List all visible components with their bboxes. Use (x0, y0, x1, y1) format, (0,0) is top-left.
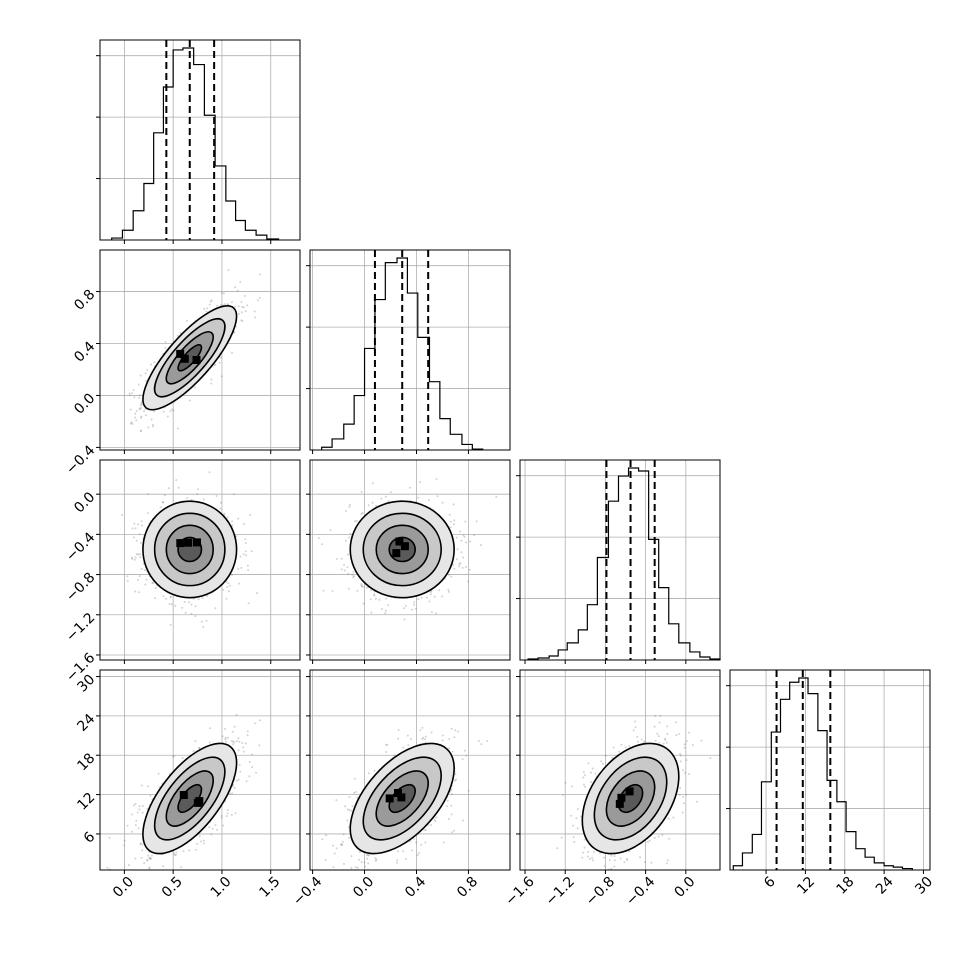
histogram-steps (111, 47, 280, 240)
density-peak (176, 349, 185, 358)
histogram-background (520, 460, 720, 660)
x-tick-label: 0.0 (110, 874, 137, 901)
y-tick-label: 0.0 (71, 391, 98, 418)
y-tick-label: 0.0 (71, 489, 98, 516)
panel-frame (729, 669, 931, 871)
x-tick-label: 1.0 (208, 874, 235, 901)
density-peak (617, 793, 626, 802)
density-peak (394, 789, 402, 797)
x-tick-label: −1.2 (543, 874, 578, 909)
histogram-steps (527, 467, 721, 660)
histogram-steps (732, 677, 913, 870)
y-tick-label: 18 (74, 750, 98, 774)
x-tick-label: 30 (912, 874, 936, 898)
x-tick-label: 0.0 (350, 874, 377, 901)
scatter-panel-1-4 (96, 669, 301, 874)
x-tick-label: 12 (794, 874, 818, 898)
x-tick-label: 6 (761, 874, 779, 892)
histogram-panel-4 (726, 669, 931, 874)
scatter-panel-1-2 (96, 249, 301, 454)
density-peak (184, 538, 193, 547)
x-tick-label: 0.8 (454, 874, 481, 901)
density-peak (400, 542, 409, 551)
panel-frame (99, 669, 301, 871)
y-tick-label: 0.8 (71, 287, 98, 314)
density-peak (397, 793, 406, 802)
scatter-panel-1-3 (96, 459, 301, 664)
histogram-panel-2 (306, 249, 511, 454)
density-peak (176, 539, 185, 548)
x-tick-label: 0.0 (671, 874, 698, 901)
x-tick-label: 0.5 (159, 874, 186, 901)
y-tick-label: 0.4 (71, 338, 98, 365)
scatter-panel-3-4 (516, 669, 721, 874)
x-axis-2-tick-labels: −0.4 0.0 0.4 0.8 (290, 874, 481, 909)
x-tick-label: −0.4 (290, 874, 325, 909)
x-tick-label: −0.4 (623, 874, 658, 909)
density-peak (193, 538, 201, 547)
x-tick-label: 0.4 (402, 874, 429, 901)
density-peak (385, 794, 394, 803)
y-tick-label: −1.2 (63, 610, 98, 645)
x-axis-1-tick-labels: 0.0 0.5 1.0 1.5 (110, 874, 283, 901)
panel-frame (309, 669, 511, 871)
density-peak (615, 799, 624, 808)
y-axis-3-tick-labels: −1.6−1.2−0.8−0.40.0 (63, 489, 98, 685)
density-peak (392, 549, 401, 558)
y-axis-2-tick-labels: −0.4 0.0 0.4 0.8 (63, 287, 98, 478)
scatter-panel-2-4 (306, 669, 511, 874)
panel-frame (309, 249, 511, 451)
histogram-panel-3 (516, 459, 721, 664)
density-peak (179, 791, 188, 799)
x-tick-label: −0.8 (583, 874, 618, 909)
density-peak (193, 798, 202, 807)
y-tick-label: −0.8 (63, 570, 98, 605)
density-contour (617, 783, 644, 814)
y-tick-label: −0.4 (63, 529, 98, 564)
histogram-panel-1 (96, 39, 301, 244)
scatter-panel-2-3 (306, 459, 511, 664)
histogram-background (310, 250, 510, 450)
panel-frame (309, 459, 511, 661)
y-tick-label: 6 (81, 829, 99, 847)
histogram-background (100, 40, 300, 240)
panel-frame (99, 249, 301, 451)
density-peak (192, 356, 201, 364)
x-tick-label: 24 (873, 874, 897, 898)
y-tick-label: −0.4 (63, 442, 98, 477)
histogram-steps (321, 257, 484, 450)
x-axis-4-tick-labels: 6 12 18 24 30 (761, 874, 936, 898)
y-tick-label: 24 (74, 711, 98, 735)
density-peak (180, 354, 189, 363)
panel-frame (99, 39, 301, 241)
density-peak (625, 787, 634, 796)
panel-frame (519, 459, 721, 661)
x-tick-label: −1.6 (502, 874, 537, 909)
x-tick-label: 18 (834, 874, 858, 898)
y-tick-label: 12 (74, 790, 98, 814)
panel-frame (99, 459, 301, 661)
density-peak (395, 537, 404, 546)
panel-frame (519, 669, 721, 871)
x-tick-label: 1.5 (256, 874, 283, 901)
x-axis-3-tick-labels: −1.6 −1.2 −0.8 −0.4 0.0 (502, 874, 698, 909)
